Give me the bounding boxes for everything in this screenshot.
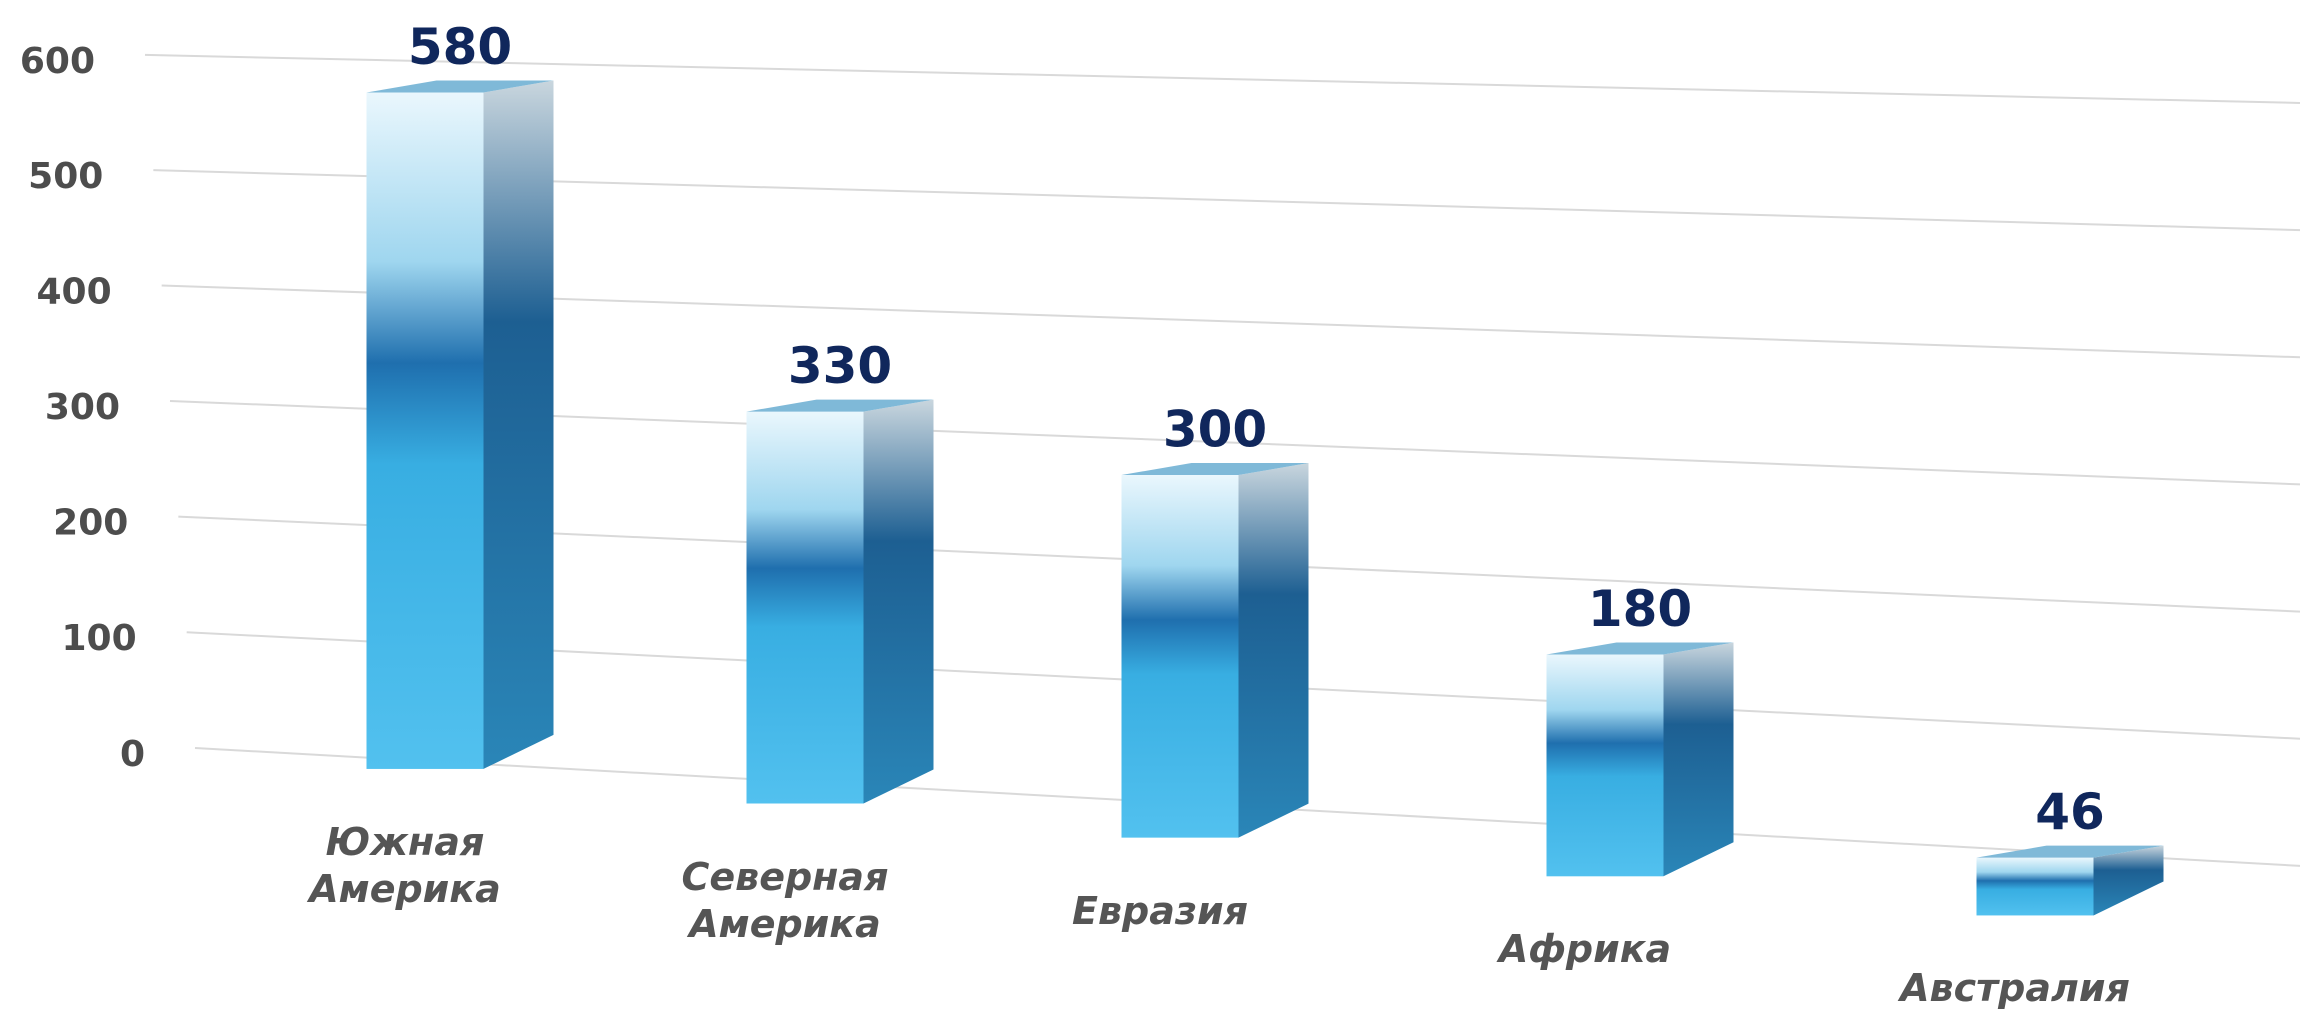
bar-side [2093, 845, 2164, 916]
grid-line [144, 53, 2300, 104]
value-label: 580 [408, 18, 512, 76]
bar-top [1976, 845, 2164, 858]
bar-top [746, 399, 934, 412]
bar-top [366, 80, 554, 93]
bar-top [1121, 463, 1309, 476]
y-tick-label: 100 [62, 618, 137, 659]
bar-front [366, 92, 484, 769]
bar-side [1238, 463, 1309, 838]
bar-side [483, 80, 554, 769]
y-tick-label: 500 [28, 156, 103, 197]
bar-front [746, 411, 864, 804]
y-tick-label: 200 [53, 503, 128, 544]
bar-top [1546, 642, 1734, 655]
x-tick-label: Южная Америка [309, 819, 501, 912]
bar [366, 80, 554, 769]
bar-side [1663, 642, 1734, 877]
bar [1976, 845, 2164, 916]
value-label: 46 [2035, 783, 2105, 841]
value-label: 300 [1163, 401, 1267, 459]
bar-front [1976, 857, 2094, 916]
x-tick-label: Африка [1498, 927, 1672, 972]
y-tick-label: 600 [20, 41, 95, 82]
y-tick-label: 300 [45, 387, 120, 428]
y-tick-label: 0 [120, 734, 145, 775]
bar [1121, 463, 1309, 838]
bar-side [863, 399, 934, 804]
x-tick-label: Австралия [1900, 966, 2130, 1011]
x-tick-label: Евразия [1072, 888, 1248, 933]
bar-front [1121, 475, 1239, 838]
value-label: 330 [788, 337, 892, 395]
bar [1546, 642, 1734, 877]
bar-front [1546, 654, 1664, 877]
value-label: 180 [1588, 580, 1692, 638]
bar [746, 399, 934, 804]
x-tick-label: Северная Америка [681, 854, 889, 947]
y-tick-label: 400 [37, 272, 112, 313]
